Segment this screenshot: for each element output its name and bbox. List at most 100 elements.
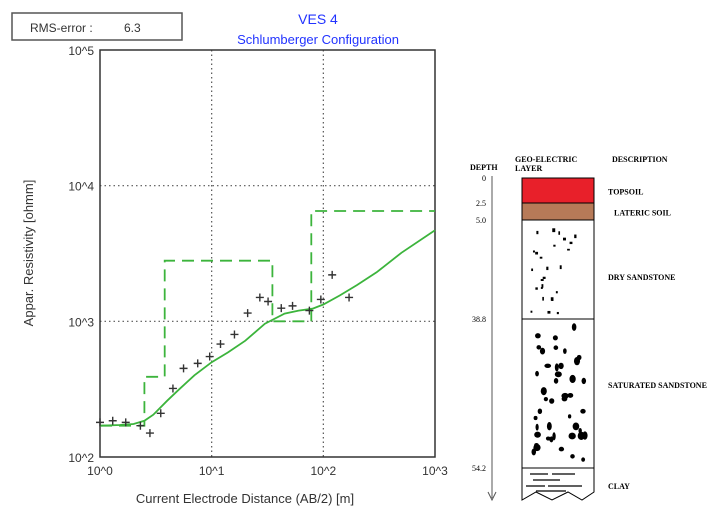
sand-grain (574, 234, 577, 239)
sand-grain (533, 443, 541, 452)
sand-grain (558, 446, 565, 452)
x-tick-label: 10^2 (311, 464, 337, 478)
calculated-curve-path (99, 229, 436, 427)
sand-grain (568, 432, 576, 440)
sand-grain (530, 310, 533, 313)
sand-grain (567, 414, 572, 419)
y-tick-label: 10^3 (68, 315, 94, 329)
sand-grain (572, 422, 580, 431)
depth-header: DEPTH (470, 163, 498, 172)
observed-point (179, 364, 188, 373)
sand-grain (554, 371, 562, 378)
clay-block (521, 467, 595, 501)
observed-point (205, 352, 214, 361)
observed-point (145, 429, 154, 438)
sand-grain (556, 311, 559, 315)
sand-grain (540, 279, 544, 281)
calculated-curve (99, 229, 436, 427)
sand-grain (549, 436, 554, 443)
sand-grain (554, 363, 559, 372)
sand-grain (536, 230, 539, 235)
sand-grain (553, 345, 559, 350)
sand-grain (561, 396, 568, 402)
sand-grain (571, 323, 577, 331)
sand-grain (535, 370, 539, 377)
rms-value: 6.3 (124, 21, 141, 35)
sand-grain (553, 244, 556, 247)
y-tick-label: 10^2 (68, 451, 94, 465)
observed-point (156, 409, 165, 418)
depth-label: 2.5 (476, 199, 486, 208)
depth-label: 38.8 (472, 315, 486, 324)
layer-description: SATURATED SANDSTONE (608, 381, 707, 390)
sand-grain (540, 387, 547, 396)
layer-block (521, 219, 595, 320)
sand-grain (539, 347, 546, 355)
observed-points (96, 270, 354, 438)
depth-label: 54.2 (472, 464, 486, 473)
layer-description: DRY SANDSTONE (608, 273, 676, 282)
sand-grain (546, 422, 552, 431)
layer-block (521, 202, 595, 221)
sand-grain (578, 427, 582, 434)
depth-label: 5.0 (476, 216, 486, 225)
rms-label: RMS-error : (30, 21, 93, 35)
y-tick-label: 10^5 (68, 44, 94, 58)
sand-grain (569, 241, 573, 245)
sand-grain (555, 291, 558, 294)
sand-grain (558, 231, 561, 235)
sand-grain (544, 363, 552, 368)
sand-grain (542, 276, 546, 279)
sand-grain (563, 348, 567, 354)
description-header: DESCRIPTION (612, 155, 668, 164)
observed-point (316, 295, 325, 304)
sand-grain (535, 333, 541, 339)
layer-header-line1: GEO-ELECTRIC (515, 155, 577, 164)
sand-grain (576, 354, 582, 361)
observed-point (255, 293, 264, 302)
plot-frame (99, 49, 436, 458)
axis-tick-labels: 10^0 10^1 10^2 10^3 10^2 10^3 10^4 10^5 (68, 44, 448, 478)
sand-grain (535, 287, 538, 290)
chart-subtitle: Schlumberger Configuration (237, 32, 399, 47)
observed-point (288, 301, 297, 310)
x-axis-label: Current Electrode Distance (AB/2) [m] (136, 491, 354, 506)
sand-grain (563, 237, 566, 241)
sand-grain (558, 362, 564, 370)
layer-description: TOPSOIL (608, 188, 643, 197)
sand-grain (536, 345, 542, 350)
layer-block (521, 177, 595, 204)
sand-grain (569, 374, 576, 384)
sand-grain (534, 431, 541, 438)
x-tick-label: 10^3 (422, 464, 448, 478)
sand-grain (582, 431, 588, 440)
sand-grain (547, 310, 551, 314)
observed-point (345, 293, 354, 302)
x-tick-label: 10^0 (87, 464, 113, 478)
observed-point (277, 304, 286, 313)
sand-grain (581, 457, 586, 462)
sand-grain (541, 284, 544, 288)
layer-block (521, 318, 595, 469)
sand-grain (581, 377, 587, 385)
observed-point (96, 418, 104, 427)
sand-grain (567, 392, 574, 398)
layer-description: LATERIC SOIL (614, 209, 671, 218)
sand-grain (542, 296, 544, 301)
observed-point (136, 421, 145, 430)
chart-title: VES 4 (298, 11, 338, 27)
sand-grain (570, 454, 575, 459)
observed-point (121, 418, 130, 427)
layer-description: CLAY (608, 482, 630, 491)
observed-point (243, 309, 252, 318)
sand-grain (531, 268, 534, 272)
depth-arrow-head (487, 491, 497, 502)
layer-model-line (100, 210, 435, 427)
observed-point (193, 359, 202, 368)
sand-grain (540, 287, 543, 289)
sand-grain (552, 432, 556, 441)
sand-grain (537, 408, 543, 415)
x-tick-label: 10^1 (199, 464, 225, 478)
y-tick-label: 10^4 (68, 180, 94, 194)
sand-grain (539, 256, 543, 259)
